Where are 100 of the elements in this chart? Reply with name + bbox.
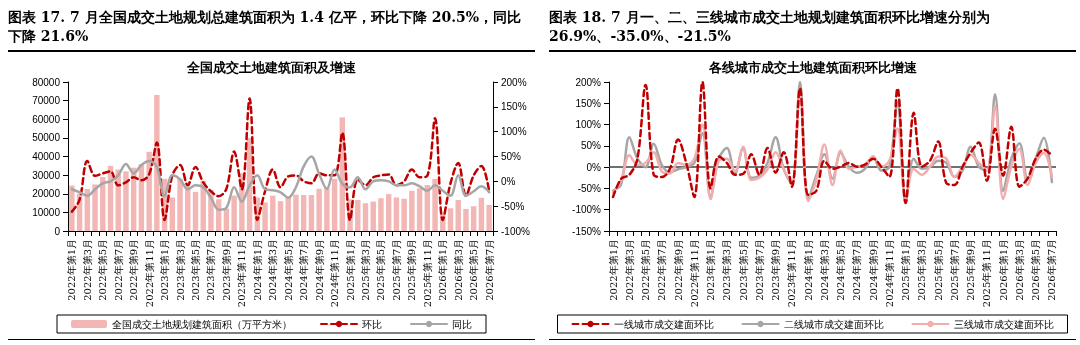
bar	[432, 178, 438, 231]
bar	[385, 194, 392, 231]
y-tick-label: 60000	[32, 113, 61, 125]
x-tick-label: 2025年第9月	[965, 239, 977, 301]
x-tick-label: 2024年第5月	[282, 239, 294, 301]
y2-tick-label: -50%	[501, 200, 525, 212]
y-tick-label: -150%	[572, 225, 602, 237]
bar	[92, 184, 98, 231]
bar	[470, 206, 477, 231]
bar	[393, 197, 400, 231]
y-tick-label: 20000	[32, 188, 61, 200]
x-tick-label: 2025年第1月	[344, 239, 356, 301]
x-tick-label: 2024年第9月	[313, 239, 325, 301]
x-tick-label: 2026年第7月	[483, 239, 495, 301]
y-tick-label: 200%	[575, 76, 602, 88]
bar	[262, 202, 268, 231]
y2-tick-label: 0%	[501, 175, 516, 187]
x-tick-label: 2025年第5月	[932, 239, 944, 301]
chart-subtitle: 全国成交土地建筑面积及增速	[186, 60, 357, 75]
x-tick-label: 2025年第3月	[916, 239, 928, 301]
y2-tick-label: 150%	[501, 101, 527, 113]
bar	[486, 204, 492, 231]
x-tick-label: 2022年第7月	[656, 239, 668, 301]
x-tick-label: 2023年第9月	[220, 239, 232, 301]
y-tick-label: 50000	[32, 132, 61, 144]
bar	[355, 199, 361, 231]
x-tick-label: 2026年第3月	[1013, 239, 1025, 301]
y-tick-label: 0%	[586, 161, 602, 173]
x-tick-label: 2024年第1月	[802, 239, 814, 301]
y2-tick-label: 100%	[501, 126, 527, 138]
x-tick-label: 2023年第1月	[159, 239, 171, 301]
bar	[331, 178, 338, 231]
x-tick-label: 2023年第3月	[721, 239, 733, 301]
bar	[378, 198, 384, 231]
legend-label: 全国成交土地规划建筑面积（万平方米）	[112, 318, 292, 330]
bar	[316, 188, 322, 231]
x-tick-label: 2025年第11月	[421, 239, 433, 308]
x-tick-label: 2022年第7月	[112, 239, 124, 301]
bar	[401, 198, 407, 231]
x-tick-label: 2023年第7月	[753, 239, 765, 301]
bar	[192, 191, 199, 231]
x-tick-label: 2023年第11月	[786, 239, 798, 308]
x-tick-label: 2024年第7月	[851, 239, 863, 301]
bar	[169, 197, 176, 231]
x-tick-label: 2025年第7月	[948, 239, 960, 301]
x-tick-label: 2024年第11月	[883, 239, 895, 308]
x-tick-label: 2022年第11月	[688, 239, 700, 308]
chart-subtitle: 各线城市成交土地建筑面积环比增速	[707, 60, 918, 75]
x-tick-label: 2026年第5月	[468, 239, 480, 301]
bar	[270, 195, 276, 231]
x-tick-label: 2022年第5月	[640, 239, 652, 301]
bar	[69, 185, 75, 231]
x-tick-label: 2022年第3月	[81, 239, 93, 301]
legend-label: 二线城市成交建面环比	[783, 318, 884, 330]
x-tick-label: 2023年第7月	[205, 239, 217, 301]
bar	[447, 208, 454, 231]
bar	[416, 188, 423, 231]
y-tick-label: 100%	[575, 119, 602, 131]
x-tick-label: 2025年第9月	[406, 239, 418, 301]
y-tick-label: 0	[54, 225, 61, 237]
x-tick-label: 2024年第7月	[298, 239, 310, 301]
bar	[362, 203, 369, 231]
bar	[455, 199, 461, 231]
y2-tick-label: 200%	[501, 76, 527, 88]
x-tick-label: 2025年第11月	[981, 239, 993, 308]
x-tick-label: 2025年第7月	[390, 239, 402, 301]
y-tick-label: 50%	[580, 140, 602, 152]
x-tick-label: 2025年第1月	[900, 239, 912, 301]
x-tick-label: 2025年第5月	[375, 239, 387, 301]
bar	[409, 190, 415, 231]
x-tick-label: 2026年第1月	[437, 239, 449, 301]
x-tick-label: 2026年第7月	[1046, 239, 1058, 301]
line-series	[70, 97, 491, 222]
x-tick-label: 2026年第1月	[997, 239, 1009, 301]
x-tick-label: 2024年第1月	[251, 239, 263, 301]
y-tick-label: 40000	[32, 151, 61, 162]
x-tick-label: 2025年第3月	[360, 239, 371, 301]
y-tick-label: 30000	[32, 169, 61, 181]
y2-tick-label: 50%	[501, 151, 522, 162]
x-tick-label: 2022年第9月	[672, 239, 684, 301]
line-series	[70, 155, 491, 211]
y-tick-label: 10000	[32, 206, 61, 218]
x-tick-label: 2023年第1月	[705, 239, 717, 301]
x-tick-label: 2023年第5月	[190, 239, 201, 301]
x-tick-label: 2024年第3月	[267, 239, 279, 301]
bar	[463, 209, 469, 231]
x-tick-label: 2024年第11月	[329, 239, 341, 308]
x-tick-label: 2022年第1月	[66, 239, 78, 301]
x-tick-label: 2023年第3月	[174, 239, 186, 301]
bar	[308, 195, 315, 231]
legend-label: 三线城市成交建面环比	[953, 318, 1054, 330]
x-tick-label: 2022年第3月	[623, 239, 635, 301]
bar	[277, 201, 284, 231]
bar	[370, 201, 376, 231]
x-tick-label: 2022年第1月	[607, 239, 619, 301]
bar	[300, 195, 307, 231]
y2-tick-label: -100%	[501, 225, 531, 237]
x-tick-label: 2024年第3月	[818, 239, 830, 301]
x-tick-label: 2022年第5月	[97, 239, 109, 301]
bar	[324, 187, 330, 231]
